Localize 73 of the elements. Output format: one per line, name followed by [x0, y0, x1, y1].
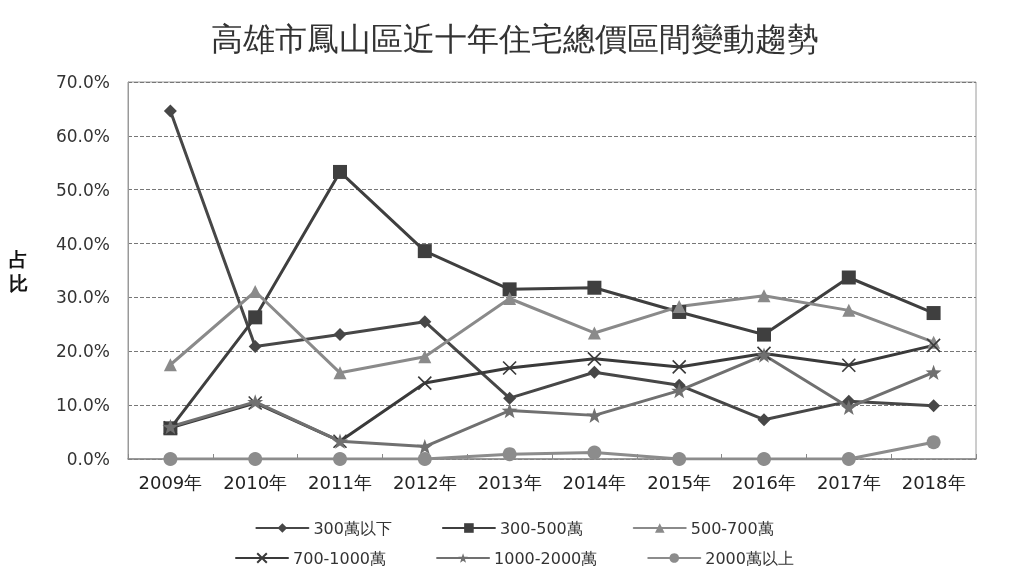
- point: [417, 244, 432, 259]
- x-tick-label: 2011年: [308, 471, 372, 493]
- point: [248, 339, 262, 353]
- x-tick-label: 2010年: [223, 471, 288, 493]
- x-tick-label: 2015年: [647, 471, 712, 493]
- x-tick-label: 2014年: [562, 471, 627, 493]
- point: [418, 350, 432, 364]
- y-tick-label: 60.0%: [55, 125, 110, 146]
- y-tick-label: 0.0%: [66, 449, 110, 469]
- point: [587, 365, 601, 379]
- point: [503, 292, 517, 306]
- point: [671, 383, 688, 399]
- y-tick-label: 40.0%: [55, 233, 110, 254]
- point: [333, 452, 347, 466]
- legend-label: 2000萬以上: [705, 548, 794, 568]
- point: [163, 452, 178, 466]
- point: [757, 452, 771, 466]
- point: [757, 413, 771, 427]
- point: [587, 445, 602, 460]
- point: [671, 359, 687, 375]
- point: [501, 402, 518, 419]
- point: [416, 439, 433, 455]
- point: [842, 303, 856, 317]
- x-tick-label: 2018年: [901, 471, 966, 493]
- point: [502, 360, 517, 376]
- chart-title: 高雄市鳳山區近十年住宅總價區間變動趨勢: [210, 20, 819, 58]
- point: [841, 357, 857, 373]
- point: [925, 364, 942, 380]
- point: [587, 351, 602, 367]
- point: [418, 315, 432, 329]
- x-tick-label: 2009年: [138, 471, 203, 493]
- point: [417, 452, 432, 466]
- point: [672, 300, 686, 314]
- point: [163, 104, 177, 118]
- point: [757, 327, 771, 342]
- legend-label: 300萬以下: [313, 518, 392, 538]
- y-tick-label: 70.0%: [55, 72, 110, 92]
- point: [841, 270, 856, 285]
- point: [333, 164, 347, 179]
- point: [248, 285, 262, 298]
- point: [757, 289, 771, 303]
- point: [163, 358, 177, 372]
- y-tick-label: 20.0%: [55, 341, 110, 362]
- legend-label: 500-700萬: [690, 518, 774, 538]
- point: [926, 306, 941, 321]
- point: [248, 310, 263, 325]
- point: [333, 366, 347, 380]
- x-tick-label: 2017年: [816, 471, 881, 493]
- point: [672, 452, 687, 466]
- point: [502, 447, 517, 462]
- point: [502, 282, 517, 297]
- legend-label: 1000-2000萬: [494, 548, 598, 568]
- point: [587, 280, 602, 295]
- x-tick-label: 2016年: [732, 471, 796, 493]
- x-tick-label: 2012年: [392, 471, 457, 493]
- point: [503, 391, 517, 405]
- x-tick-label: 2013年: [477, 471, 542, 493]
- point: [926, 338, 941, 353]
- y-tick-label: 10.0%: [55, 395, 110, 416]
- y-axis-title: 占比: [9, 247, 28, 294]
- point: [248, 452, 263, 466]
- point: [840, 399, 857, 415]
- point: [927, 399, 941, 413]
- y-tick-label: 50.0%: [55, 179, 110, 200]
- point: [333, 328, 347, 342]
- y-tick-label: 30.0%: [55, 287, 110, 308]
- point: [926, 435, 941, 450]
- point: [586, 407, 603, 423]
- legend-label: 300-500萬: [499, 518, 583, 538]
- point: [841, 452, 856, 466]
- point: [417, 375, 433, 391]
- legend-label: 700-1000萬: [293, 548, 387, 568]
- point: [587, 326, 601, 340]
